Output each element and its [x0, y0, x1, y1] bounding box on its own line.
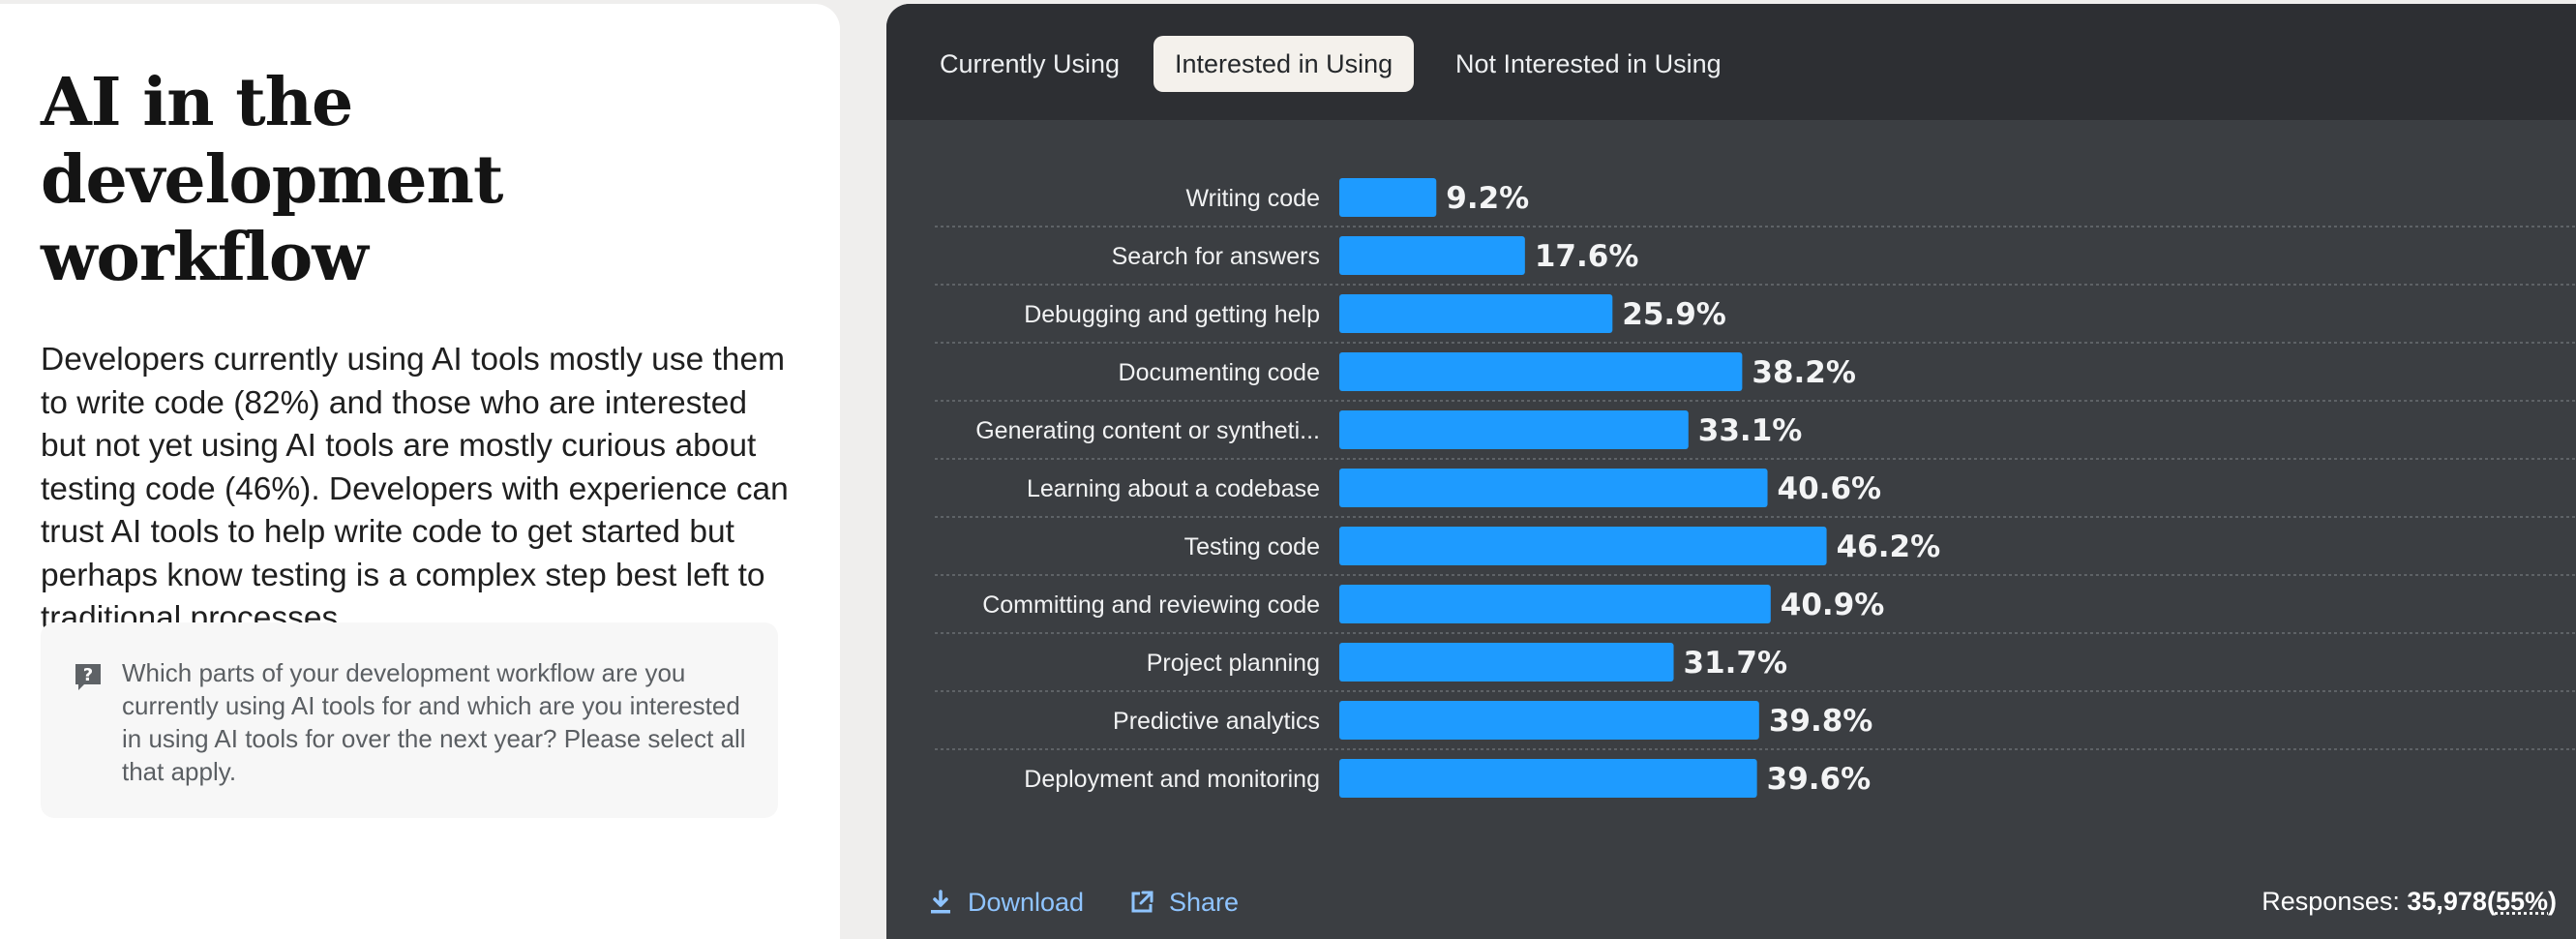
bar[interactable]: [1339, 410, 1689, 449]
bar[interactable]: [1339, 352, 1743, 391]
question-icon: ?: [75, 664, 101, 690]
tabs-bar: Currently Using Interested in Using Not …: [886, 4, 2576, 120]
category-label: Documenting code: [1119, 359, 1320, 386]
chart-panel: Currently Using Interested in Using Not …: [886, 4, 2576, 939]
value-label: 17.6%: [1535, 239, 1639, 274]
category-label: Deployment and monitoring: [1024, 766, 1320, 793]
value-label: 9.2%: [1446, 181, 1529, 216]
category-label: Testing code: [1184, 533, 1320, 560]
survey-question-box: ? Which parts of your development workfl…: [41, 622, 778, 818]
category-label: Project planning: [1147, 650, 1320, 677]
page-title: AI in the development workflow: [41, 64, 503, 296]
value-label: 40.9%: [1781, 588, 1885, 622]
survey-question-text: Which parts of your development workflow…: [122, 658, 746, 786]
value-label: 39.6%: [1767, 762, 1872, 797]
bar[interactable]: [1339, 585, 1771, 623]
responses-count: Responses: 35,978(55%): [2261, 887, 2557, 916]
category-label: Learning about a codebase: [1027, 475, 1320, 502]
bar[interactable]: [1339, 759, 1757, 798]
svg-text:?: ?: [83, 665, 93, 685]
share-button[interactable]: Share: [1128, 883, 1239, 922]
value-label: 33.1%: [1698, 413, 1803, 448]
share-label: Share: [1169, 887, 1240, 917]
bar[interactable]: [1339, 527, 1827, 565]
bar-chart: Writing code 9.2% Search for answers 17.6% D…: [935, 178, 2576, 798]
category-label: Generating content or syntheti...: [975, 417, 1320, 444]
tab-not-interested-in-using[interactable]: Not Interested in Using: [1455, 49, 1722, 78]
download-button[interactable]: Download: [927, 883, 1084, 922]
category-label: Committing and reviewing code: [982, 591, 1320, 619]
tab-interested-in-using[interactable]: Interested in Using: [1153, 36, 1415, 92]
category-label: Debugging and getting help: [1024, 301, 1320, 328]
value-label: 31.7%: [1684, 646, 1788, 681]
bar[interactable]: [1339, 701, 1759, 740]
responses-label: Responses:: [2261, 887, 2408, 916]
tab-currently-using[interactable]: Currently Using: [940, 49, 1121, 78]
value-label: 39.8%: [1769, 704, 1873, 739]
bar[interactable]: [1339, 643, 1674, 682]
bar[interactable]: [1339, 294, 1613, 333]
category-label: Search for answers: [1112, 243, 1320, 270]
responses-percent: 55%: [2495, 887, 2548, 916]
value-label: 38.2%: [1752, 355, 1856, 390]
value-label: 40.6%: [1778, 471, 1882, 506]
bar[interactable]: [1339, 236, 1525, 275]
share-external-icon: [1131, 891, 1153, 913]
category-label: Writing code: [1186, 185, 1321, 212]
bar[interactable]: [1339, 178, 1437, 217]
responses-number: 35,978: [2407, 887, 2487, 916]
download-icon: [931, 890, 950, 914]
download-label: Download: [968, 887, 1085, 917]
value-label: 46.2%: [1837, 530, 1941, 564]
bar[interactable]: [1339, 469, 1768, 507]
category-label: Predictive analytics: [1113, 708, 1320, 735]
value-label: 25.9%: [1622, 297, 1726, 332]
intro-paragraph: Developers currently using AI tools most…: [41, 342, 789, 636]
